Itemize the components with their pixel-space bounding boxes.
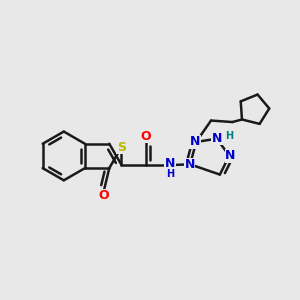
Text: N: N <box>225 149 236 162</box>
Text: H: H <box>225 131 233 141</box>
Text: O: O <box>99 189 109 202</box>
Text: N: N <box>184 158 195 171</box>
Text: S: S <box>117 140 126 154</box>
Text: H: H <box>166 169 174 179</box>
Text: O: O <box>140 130 151 143</box>
Text: N: N <box>212 132 222 145</box>
Text: N: N <box>190 136 200 148</box>
Text: N: N <box>165 157 175 170</box>
